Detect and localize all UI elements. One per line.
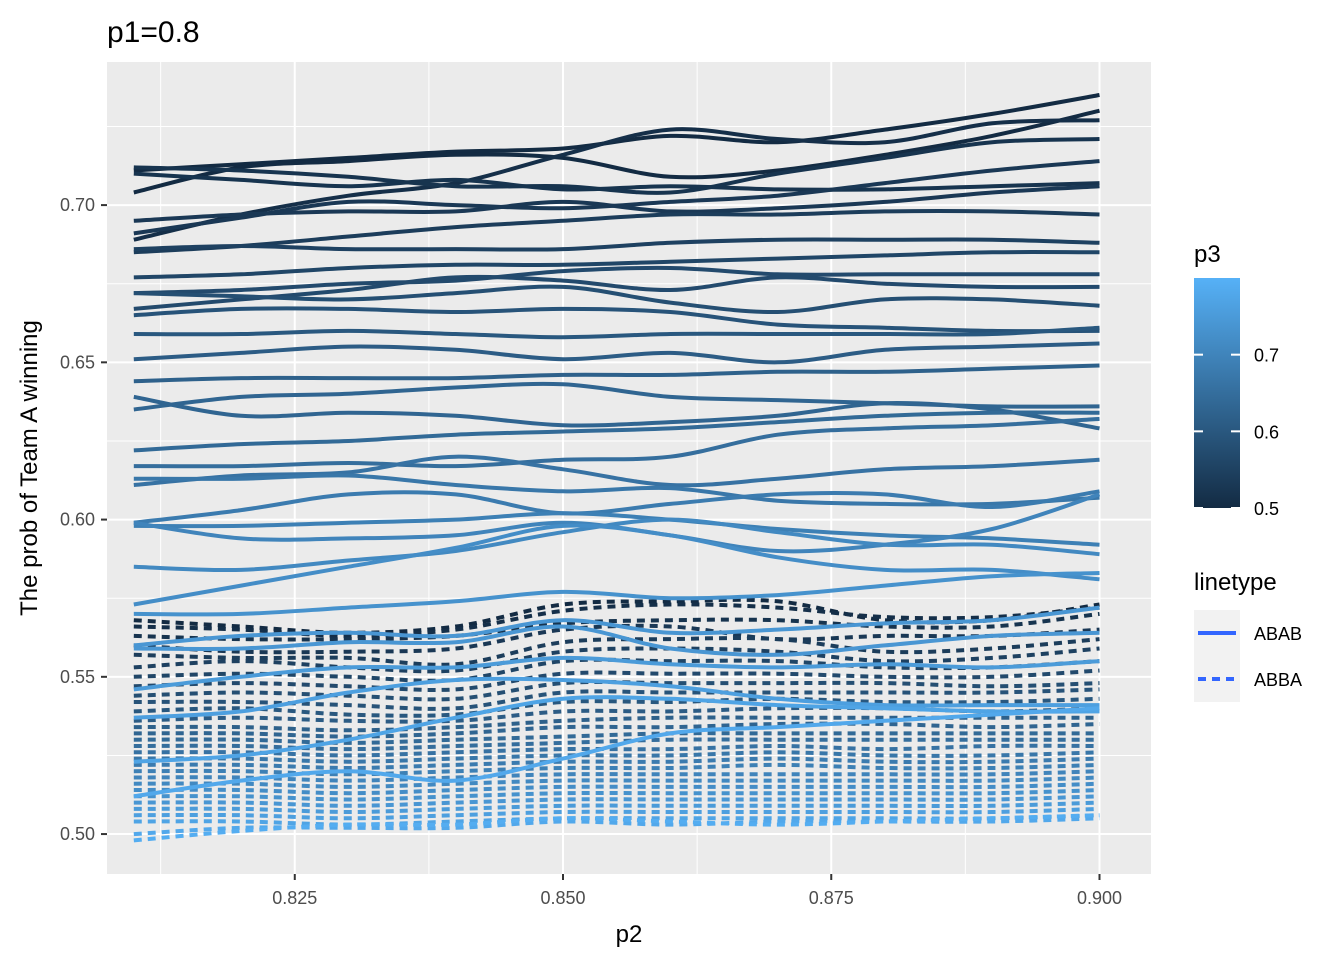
series-line-abab-19 <box>133 410 1100 453</box>
series-layer <box>133 93 1101 843</box>
series-line-abab-22 <box>133 473 1100 507</box>
series-line-abba-49 <box>133 731 1100 745</box>
series-line-abba-42 <box>133 668 1100 692</box>
series-line-abba-60 <box>133 800 1100 815</box>
y-axis-title: The prob of Team A winning <box>16 320 43 616</box>
series-line-abba-55 <box>133 769 1100 783</box>
y-tick-label: 0.65 <box>60 352 95 372</box>
series-line-abab-2 <box>133 118 1100 242</box>
series-line-abab-21 <box>133 454 1100 488</box>
series-line-abba-58 <box>133 788 1100 802</box>
legend-label-abba: ABBA <box>1254 670 1302 690</box>
chart-title: p1=0.8 <box>107 16 200 49</box>
series-line-abba-45 <box>133 696 1100 718</box>
x-tick-label: 0.875 <box>809 888 854 908</box>
series-line-abba-48 <box>133 721 1100 739</box>
series-line-abab-18 <box>133 394 1100 431</box>
legend-linetype-title: linetype <box>1194 569 1277 596</box>
y-axis-ticks: 0.50 0.55 0.60 0.65 0.70 <box>60 195 107 844</box>
series-line-abba-37 <box>133 611 1100 642</box>
series-line-abab-12 <box>133 284 1100 315</box>
series-line-abba-61 <box>133 806 1100 821</box>
series-line-abba-43 <box>133 679 1100 702</box>
series-line-abba-51 <box>133 743 1100 758</box>
series-line-abab-4 <box>133 171 1100 192</box>
y-tick-label: 0.55 <box>60 667 95 687</box>
series-line-abab-11 <box>133 274 1100 311</box>
series-line-abab-29 <box>133 605 1100 648</box>
series-line-abab-8 <box>133 237 1100 252</box>
series-line-abab-6 <box>133 184 1100 223</box>
series-line-abab-20 <box>133 416 1100 469</box>
series-line-abab-3 <box>133 137 1100 195</box>
series-line-abba-35 <box>133 597 1100 635</box>
y-tick-label: 0.50 <box>60 824 95 844</box>
grid-minor <box>107 62 1151 874</box>
series-line-abab-14 <box>133 325 1100 340</box>
y-tick-label: 0.70 <box>60 195 95 215</box>
series-line-abab-16 <box>133 363 1100 384</box>
y-tick-label: 0.60 <box>60 510 95 530</box>
series-line-abba-64 <box>133 813 1100 843</box>
colorbar-tick-label: 0.6 <box>1254 422 1279 442</box>
series-line-abab-26 <box>133 517 1100 573</box>
series-line-abab-32 <box>133 676 1100 720</box>
series-line-abab-27 <box>133 523 1100 607</box>
series-line-abab-34 <box>133 706 1100 799</box>
series-line-abab-15 <box>133 341 1100 365</box>
series-line-abab-1 <box>133 108 1100 195</box>
series-line-abab-7 <box>133 209 1100 255</box>
legend-label-abab: ABAB <box>1254 624 1302 644</box>
series-line-abab-10 <box>133 265 1100 296</box>
series-line-abba-40 <box>133 646 1100 674</box>
colorbar-tick-label: 0.5 <box>1254 499 1279 519</box>
series-line-abab-9 <box>133 250 1100 280</box>
legend-p3-ticks: 0.5 0.6 0.7 <box>1194 346 1279 519</box>
x-axis-ticks: 0.825 0.850 0.875 0.900 <box>272 874 1122 908</box>
series-line-abba-52 <box>133 750 1100 764</box>
legend-linetype: ABAB ABBA <box>1194 610 1302 702</box>
x-tick-label: 0.850 <box>540 888 585 908</box>
series-line-abba-41 <box>133 657 1100 683</box>
series-line-abab-30 <box>133 624 1100 657</box>
legend-p3-colorbar <box>1194 278 1240 508</box>
x-tick-label: 0.825 <box>272 888 317 908</box>
series-line-abba-57 <box>133 781 1100 796</box>
series-line-abba-56 <box>133 775 1100 789</box>
series-line-abba-53 <box>133 756 1100 771</box>
x-tick-label: 0.900 <box>1077 888 1122 908</box>
series-line-abab-31 <box>133 655 1100 692</box>
series-line-abab-13 <box>133 306 1100 334</box>
series-line-abab-28 <box>133 571 1100 617</box>
series-line-abba-39 <box>133 636 1100 667</box>
series-line-abba-59 <box>133 794 1100 808</box>
colorbar-tick-label: 0.7 <box>1254 346 1279 366</box>
x-axis-title: p2 <box>616 921 643 948</box>
series-line-abab-23 <box>133 489 1100 525</box>
series-line-abab-33 <box>133 695 1100 764</box>
legend-p3-title: p3 <box>1194 241 1221 268</box>
series-line-abba-38 <box>133 623 1100 655</box>
